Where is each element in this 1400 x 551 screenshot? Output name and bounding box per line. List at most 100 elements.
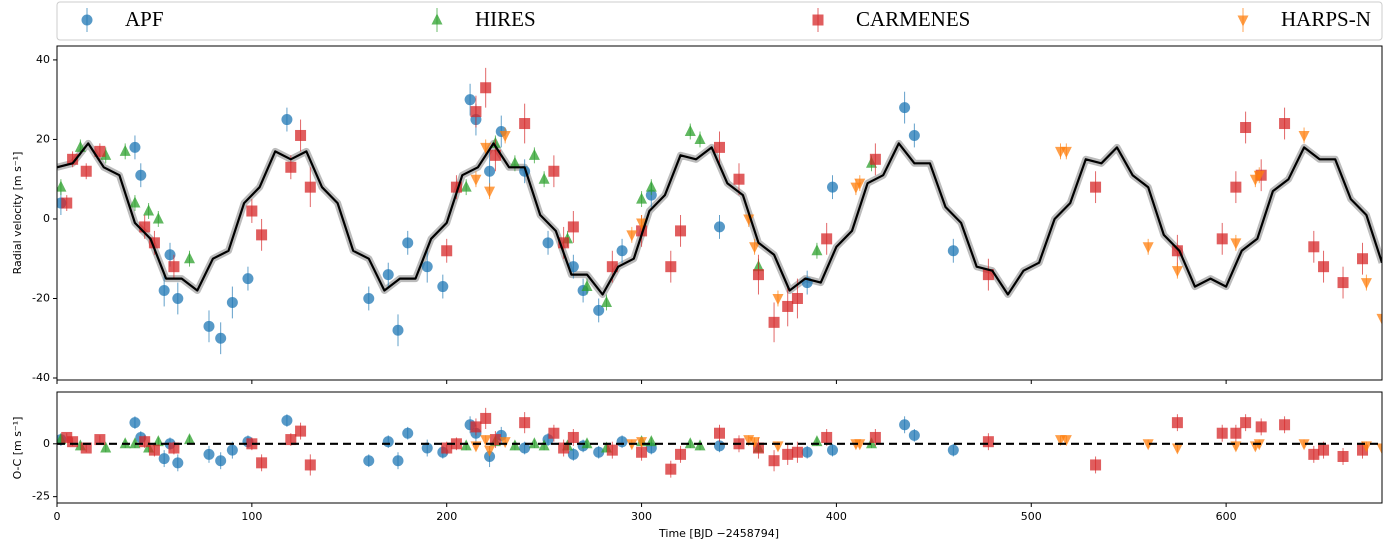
data-point [899, 102, 911, 114]
residual-point [256, 457, 268, 469]
residual-point [752, 442, 764, 454]
data-point [363, 292, 375, 304]
residual-panel [57, 407, 1382, 478]
residual-point [441, 442, 453, 454]
data-point [581, 280, 593, 292]
data-point [1318, 261, 1330, 273]
residual-point [636, 437, 648, 449]
residual-point [450, 438, 462, 450]
data-point [184, 252, 195, 264]
data-point [1090, 181, 1102, 193]
data-point [441, 245, 453, 257]
data-point [694, 132, 706, 144]
data-point [714, 141, 725, 153]
residual-point [947, 444, 959, 456]
data-point [285, 161, 297, 173]
data-point [460, 180, 472, 192]
data-point [242, 273, 254, 285]
legend-label: HIRES [475, 7, 536, 31]
data-point [1060, 146, 1072, 158]
residual-point [402, 427, 414, 439]
data-point [129, 141, 141, 153]
data-point [645, 180, 657, 192]
data-point [606, 261, 618, 273]
residual-point [158, 453, 170, 465]
data-point [1171, 266, 1183, 278]
residual-point [782, 448, 794, 460]
residual-point [606, 444, 618, 456]
data-point [148, 237, 160, 249]
data-point [470, 106, 482, 118]
data-point [749, 242, 761, 254]
data-point [1216, 233, 1228, 245]
x-tick-label: 100 [241, 510, 262, 523]
legend-marker [81, 14, 93, 26]
residual-point [616, 436, 628, 448]
data-point [1360, 278, 1372, 290]
y-axis-label: Radial velocity [m s⁻¹] [11, 152, 24, 275]
data-point [1279, 118, 1291, 130]
residual-point [1230, 427, 1242, 439]
residual-point [1337, 450, 1349, 462]
residual-point [67, 436, 79, 448]
data-point [827, 181, 839, 193]
data-point [158, 285, 170, 297]
residual-point [1142, 439, 1154, 451]
residual-point [382, 436, 394, 448]
data-point [600, 295, 612, 307]
data-point [94, 145, 106, 157]
data-point [61, 197, 73, 209]
y-tick-label: -20 [32, 291, 50, 304]
data-point [558, 237, 570, 249]
residual-point [509, 439, 521, 451]
residual-point [567, 448, 579, 460]
residual-point [499, 437, 511, 449]
data-point [1357, 253, 1369, 265]
data-point [480, 142, 492, 154]
data-point [421, 261, 433, 273]
data-point [821, 233, 833, 245]
x-tick-label: 600 [1216, 510, 1237, 523]
data-point [246, 205, 258, 217]
residual-point [528, 437, 540, 449]
axes-frame [56, 45, 1383, 381]
residual-point [714, 440, 725, 452]
data-point [908, 129, 920, 141]
residual-point [538, 439, 550, 451]
residual-point [129, 417, 141, 429]
data-point [281, 114, 293, 126]
data-point [1142, 242, 1154, 254]
legend-label: CARMENES [856, 7, 970, 31]
data-point [100, 148, 112, 160]
residual-point [827, 444, 839, 456]
residual-point [714, 427, 725, 439]
residual-point [791, 446, 803, 458]
data-point [499, 130, 511, 142]
residual-point [484, 445, 496, 457]
data-point [1308, 241, 1320, 253]
residual-point [1240, 417, 1252, 429]
residual-point [281, 415, 293, 427]
data-point [538, 172, 550, 184]
residual-point [1171, 443, 1183, 455]
residual-point [80, 442, 92, 454]
residual-point [1090, 459, 1102, 471]
x-tick-label: 0 [54, 510, 61, 523]
data-point [382, 269, 394, 281]
data-point [295, 129, 307, 141]
data-point [768, 316, 780, 328]
residual-point [694, 439, 706, 451]
data-point [450, 181, 462, 193]
data-point [567, 221, 579, 233]
residual-point [215, 455, 227, 467]
data-point [1298, 130, 1310, 142]
residual-point [558, 442, 570, 454]
residual-point [480, 435, 492, 447]
residual-point [567, 431, 579, 443]
residual-point [184, 433, 195, 445]
data-point [733, 173, 745, 185]
data-point [402, 237, 414, 249]
legend-marker [1237, 15, 1249, 27]
data-point [119, 144, 131, 156]
